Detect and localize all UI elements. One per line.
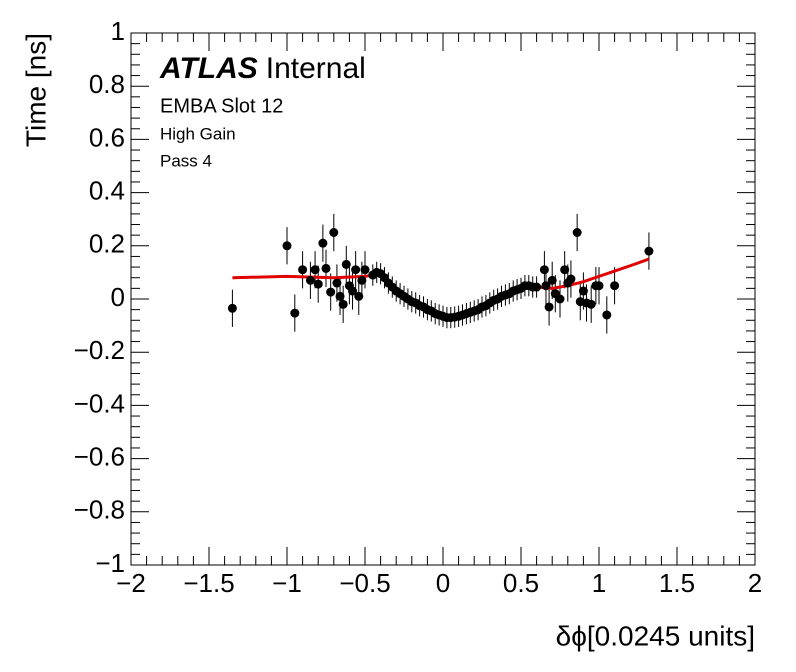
- data-point: [541, 281, 551, 291]
- data-point: [332, 278, 342, 288]
- x-tick-label: 1: [592, 568, 606, 598]
- annotation: High Gain: [160, 124, 236, 143]
- data-point: [313, 279, 323, 289]
- data-point: [532, 282, 542, 292]
- y-tick-label: −0.6: [74, 441, 125, 471]
- x-tick-label: 0: [436, 568, 450, 598]
- data-point: [348, 286, 358, 296]
- data-point: [318, 238, 328, 248]
- data-point: [602, 310, 612, 320]
- data-point: [227, 303, 237, 313]
- x-tick-label: −0.5: [339, 568, 390, 598]
- y-tick-label: −1: [95, 548, 125, 578]
- y-tick-label: 0.4: [89, 175, 125, 205]
- y-tick-label: −0.2: [74, 335, 125, 365]
- data-point: [290, 308, 300, 318]
- y-tick-label: 1: [111, 16, 125, 46]
- data-point: [354, 291, 364, 301]
- x-tick-label: −2: [116, 568, 146, 598]
- annotation: EMBA Slot 12: [160, 95, 283, 117]
- data-point: [594, 281, 604, 291]
- y-axis-label: Time [ns]: [20, 33, 51, 147]
- data-point: [329, 228, 339, 237]
- data-point: [572, 228, 582, 237]
- data-point: [326, 287, 336, 297]
- data-point: [539, 265, 549, 275]
- experiment: ATLAS: [159, 52, 258, 85]
- x-tick-label: −1.5: [183, 568, 234, 598]
- data-point: [351, 265, 361, 275]
- data-point: [282, 241, 292, 251]
- data-point: [555, 294, 565, 304]
- data-point: [335, 291, 345, 301]
- data-point: [305, 275, 315, 285]
- data-point: [341, 259, 351, 269]
- data-point: [298, 265, 308, 275]
- data-point: [644, 246, 654, 256]
- data-point: [578, 286, 588, 296]
- data-point: [357, 275, 367, 285]
- y-tick-label: 0.6: [89, 122, 125, 152]
- atlas-label: ATLAS Internal: [159, 52, 366, 85]
- x-tick-label: 1.5: [659, 568, 695, 598]
- data-point: [321, 263, 331, 273]
- x-tick-label: 2: [748, 568, 762, 598]
- y-tick-label: 0: [111, 282, 125, 312]
- data-point: [544, 302, 554, 312]
- data-point: [310, 265, 320, 275]
- data-point: [338, 299, 348, 309]
- x-tick-label: 0.5: [503, 568, 539, 598]
- annotation: Pass 4: [160, 151, 212, 170]
- x-axis-label: δϕ[0.0245 units]: [556, 620, 755, 651]
- data-point: [566, 274, 576, 284]
- data-point: [360, 265, 370, 275]
- y-tick-label: 0.8: [89, 69, 125, 99]
- status: Internal: [266, 52, 366, 85]
- y-tick-label: 0.2: [89, 229, 125, 259]
- y-tick-label: −0.4: [74, 388, 125, 418]
- data-point: [610, 281, 620, 291]
- y-tick-label: −0.8: [74, 495, 125, 525]
- data-point: [547, 275, 557, 285]
- data-point: [586, 299, 596, 309]
- data-point: [560, 265, 570, 275]
- x-tick-label: −1: [272, 568, 302, 598]
